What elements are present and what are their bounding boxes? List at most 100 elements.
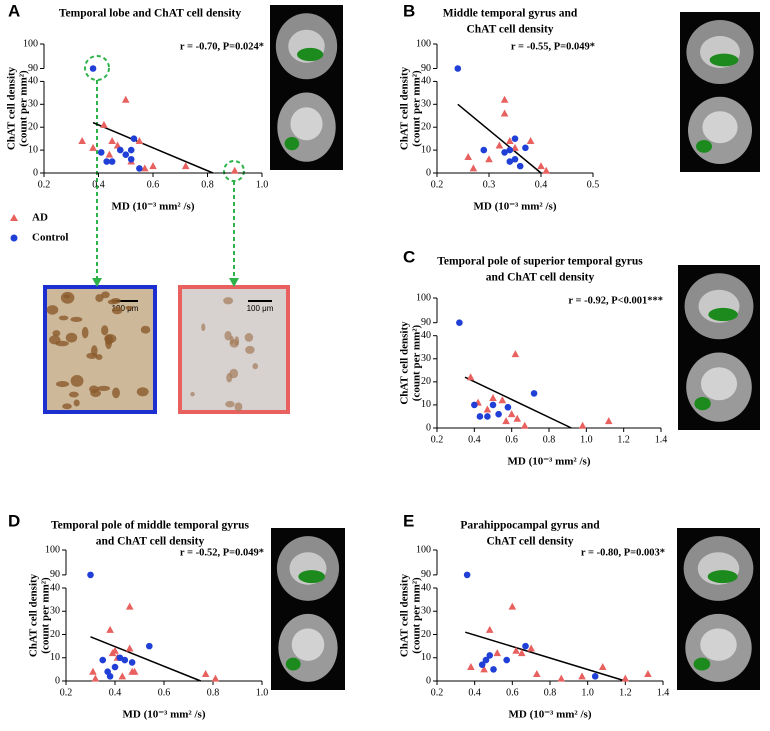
y-axis-label: ChAT cell density: [399, 573, 411, 657]
roi: [707, 570, 738, 584]
y-tick-label: 10: [421, 399, 431, 410]
control-point: [476, 413, 484, 420]
cell: [224, 331, 232, 341]
cell: [101, 325, 109, 336]
control-point: [130, 135, 138, 142]
control-point: [511, 155, 519, 163]
ad-point: [511, 350, 520, 358]
x-axis-label: MD (10⁻³ mm² /s): [112, 201, 195, 213]
control-point: [146, 642, 153, 650]
panel-letter: B: [403, 1, 415, 20]
ad-point: [533, 670, 541, 678]
regression-line: [465, 631, 626, 682]
x-tick-label: 1.4: [655, 434, 668, 445]
y-tick-label: 100: [23, 38, 38, 49]
ad-point: [493, 649, 502, 657]
regression-line: [457, 103, 542, 174]
control-point: [522, 144, 529, 152]
ad-point: [495, 141, 504, 149]
cell: [111, 306, 123, 315]
control-point: [480, 146, 488, 154]
x-tick-label: 0.2: [431, 434, 444, 445]
x-axis-label: MD (10⁻³ mm² /s): [474, 201, 557, 213]
control-point: [471, 401, 478, 409]
roi: [285, 657, 301, 671]
panel-letter: A: [8, 1, 20, 20]
ad-point: [498, 396, 507, 404]
roi: [696, 140, 712, 153]
ad-point: [526, 136, 535, 144]
cell: [90, 389, 101, 398]
y-tick-label: 100: [416, 38, 431, 49]
annotation: r = -0.52, P=0.049*: [180, 547, 264, 558]
y-axis-label: (count per mm²): [411, 70, 423, 147]
ad-point: [480, 665, 488, 673]
roi: [708, 307, 738, 322]
ad-point: [502, 417, 510, 425]
x-tick-label: 0.8: [544, 687, 557, 698]
chart-title: Middle temporal gyrus and: [443, 8, 578, 20]
x-tick-label: 0.2: [431, 179, 444, 190]
x-tick-label: 1.2: [617, 434, 630, 445]
roi: [709, 53, 739, 67]
legend-marker: [10, 234, 18, 242]
regression-line: [464, 376, 572, 429]
y-tick-label: 10: [28, 144, 38, 155]
cell: [95, 294, 104, 302]
y-tick-label: 30: [50, 606, 60, 617]
ad-point: [149, 162, 157, 170]
y-tick-label: 90: [421, 317, 431, 328]
control-point: [482, 656, 490, 664]
control-point: [127, 155, 135, 163]
x-tick-label: 0.2: [431, 687, 444, 698]
cell: [70, 316, 83, 322]
ad-point: [489, 394, 497, 402]
ad-point: [141, 164, 149, 172]
cell: [65, 332, 78, 343]
ad-point: [467, 663, 475, 671]
ad-point: [483, 405, 492, 413]
cell: [97, 385, 111, 391]
x-tick-label: 0.6: [505, 434, 518, 445]
y-tick-label: 30: [421, 353, 431, 364]
ad-point: [113, 141, 122, 149]
y-tick-label: 100: [416, 292, 431, 303]
cell: [49, 335, 61, 345]
ad-point: [130, 667, 139, 675]
coronal-core: [702, 111, 738, 144]
control-point: [503, 656, 510, 664]
x-tick-label: 0.3: [483, 179, 496, 190]
control-point: [489, 401, 497, 409]
ad-point: [121, 95, 130, 103]
control-point: [486, 652, 494, 659]
y-axis-label: ChAT cell density: [399, 66, 411, 150]
y-tick-label: 20: [421, 629, 431, 640]
cell: [223, 297, 234, 305]
y-tick-label: 40: [421, 582, 431, 593]
chart-title: Parahippocampal gyrus and: [460, 520, 600, 532]
ad-point: [118, 672, 127, 680]
legend-label: Control: [32, 232, 68, 244]
cell: [245, 345, 255, 354]
y-tick-label: 30: [421, 99, 431, 110]
x-tick-label: 1.0: [256, 179, 269, 190]
annotation: r = -0.80, P=0.003*: [581, 547, 665, 558]
x-tick-label: 1.0: [580, 434, 593, 445]
y-tick-label: 100: [416, 544, 431, 555]
cell: [68, 391, 79, 398]
y-tick-label: 20: [421, 376, 431, 387]
scale-bar-label: 100 μm: [112, 304, 139, 313]
y-axis-label: ChAT cell density: [6, 66, 18, 150]
regression-line: [92, 121, 214, 174]
ad-point: [508, 602, 517, 610]
x-tick-label: 0.5: [587, 179, 600, 190]
x-tick-label: 0.8: [543, 434, 556, 445]
y-axis-label: (count per mm²): [411, 577, 423, 654]
ad-point: [466, 373, 475, 381]
cell: [112, 387, 120, 399]
ad-point: [108, 136, 116, 144]
x-axis-label: MD (10⁻³ mm² /s): [123, 709, 206, 721]
chart-title: and ChAT cell density: [96, 536, 205, 548]
y-tick-label: 0: [55, 675, 60, 686]
ad-point: [125, 602, 134, 610]
